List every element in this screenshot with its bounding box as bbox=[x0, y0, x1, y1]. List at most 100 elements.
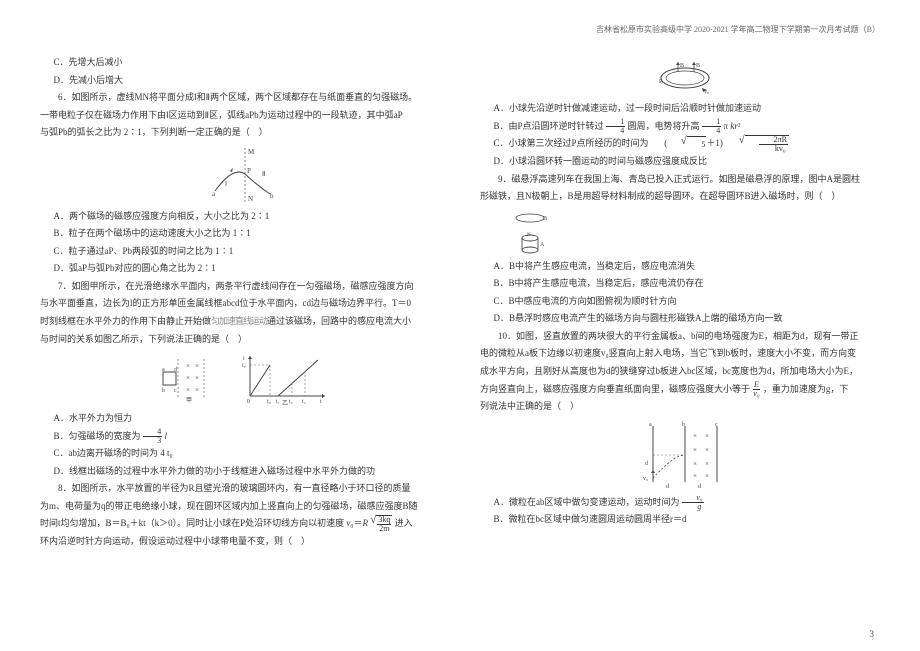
svg-text:甲: 甲 bbox=[186, 397, 192, 404]
q9-c: C．B中感应电流的方向如图俯视为顺时针方向 bbox=[480, 293, 890, 311]
q7-line3: 时刻线框在水平外力的作用下由静止开始做匀加速直线运动通过该磁场，回路中的感应电流… bbox=[40, 313, 450, 331]
q6-b: B．粒子在两个磁场中的运动速度大小之比为 1∶1 bbox=[40, 225, 450, 243]
svg-text:×: × bbox=[195, 386, 199, 394]
q10-a-pre: A．微粒在ab区域中做匀变速运动，运动时间为 bbox=[494, 497, 680, 507]
q8-d: D．小球沿圆环转一圈运动的时间与磁感应强度成反比 bbox=[480, 153, 890, 171]
fraction-v0-g: v₀g bbox=[682, 494, 704, 511]
q8-c: C．小球第三次经过P点所经历的时间为 (√5＋1) √2πRkv₀ bbox=[480, 135, 890, 153]
q7-line1: 7．如图甲所示，在光滑绝缘水平面内，两条平行虚线间存在一匀强磁场，磁感应强度方向 bbox=[40, 278, 450, 296]
q9-figure: B A N bbox=[480, 210, 890, 254]
q10-figure: a b c d d d × × × × × × × × v₀ bbox=[480, 420, 890, 490]
q8-ring-diagram: P B B v₀ bbox=[650, 58, 720, 98]
q6-c: C．粒子通过aP、Pb两段弧的时间之比为 1∶1 bbox=[40, 243, 450, 261]
fraction-4-3: 43 bbox=[143, 428, 163, 445]
svg-text:a: a bbox=[649, 422, 652, 428]
svg-text:×: × bbox=[186, 362, 190, 370]
fraction-E-v0: Ev₀ bbox=[752, 381, 760, 398]
svg-text:c: c bbox=[174, 388, 177, 394]
q7-d: D．线框出磁场的过程中水平外力做的功小于线框进入磁场过程中水平外力做的功 bbox=[40, 463, 450, 481]
svg-text:P: P bbox=[247, 167, 251, 175]
svg-text:Ⅱ: Ⅱ bbox=[262, 170, 265, 178]
svg-text:d: d bbox=[174, 367, 177, 373]
q7-figures: a d b c × × × × × × 甲 i i₀ t₀ t₁ bbox=[40, 352, 450, 406]
svg-text:i₀: i₀ bbox=[242, 363, 246, 369]
q10-l4-post: ，重力加速度为g，下 bbox=[763, 384, 849, 394]
q6-diagram: M N a P b Ⅰ Ⅱ bbox=[200, 146, 290, 204]
wavy-line-icon: 匀加速直线运动 bbox=[211, 316, 267, 326]
q9-line1: 9．磁悬浮高速列车在我国上海、青岛已投入正式运行。如图是磁悬浮的原理，图中A是圆… bbox=[480, 171, 890, 189]
page-number: 3 bbox=[870, 629, 875, 639]
svg-text:B: B bbox=[680, 63, 684, 69]
q6-a: A．两个磁场的磁感应强度方向相反，大小之比为 2∶1 bbox=[40, 208, 450, 226]
q8-c-formula: (√5＋1) √2πRkv₀ bbox=[651, 135, 789, 153]
q5-option-d: D．先减小后增大 bbox=[40, 72, 450, 90]
var-l: l bbox=[165, 431, 168, 441]
q8-v0-formula: v₀＝R √3kq2m bbox=[346, 515, 392, 533]
svg-text:d: d bbox=[698, 484, 701, 490]
svg-text:A: A bbox=[540, 242, 545, 248]
q8-line3-post: 进入 bbox=[395, 518, 413, 528]
q7-line3b: 通过该磁场，回路中的感应电流大小 bbox=[267, 316, 411, 326]
q6-line3: 与弧Pb的弧长之比为 2∶1，下列判断一定正确的是（ ） bbox=[40, 124, 450, 142]
svg-text:t₀: t₀ bbox=[267, 399, 271, 405]
svg-text:t: t bbox=[320, 399, 322, 405]
q7-line2-text: 与水平面垂直，边长为l的正方形单匝金属线框abcd位于水平面内，cd边与磁场边界… bbox=[40, 298, 411, 308]
q10-line1: 10．如图，竖直放置的两块很大的平行金属板a、b间的电场强度为E，相距为d，现有… bbox=[480, 328, 890, 346]
svg-text:Ⅰ: Ⅰ bbox=[225, 180, 227, 188]
q6-line1: 6．如图所示，虚线MN将平面分成Ⅰ和Ⅱ两个区域，两个区域都存在与纸面垂直的匀强磁… bbox=[40, 89, 450, 107]
q8-b-pre: B．由P点沿圆环逆时针转过 bbox=[494, 121, 604, 131]
svg-text:×: × bbox=[186, 386, 190, 394]
svg-text:b: b bbox=[682, 422, 685, 428]
svg-text:b: b bbox=[162, 388, 165, 394]
q10-b: B．微粒在bc区域中做匀速圆周运动圆周半径r＝d bbox=[480, 511, 890, 529]
q8-line3: 时间t均匀增加，B＝B₀＋kt（k＞0）。同时让小球在P处沿环切线方向以初速度 … bbox=[40, 515, 450, 533]
header-text: 吉林省松原市实验高级中学 2020-2021 学年高二物理下学期第一次月考试题（… bbox=[596, 25, 880, 34]
svg-text:×: × bbox=[186, 374, 190, 382]
q8-line1: 8．如图所示，水平放置的半径为R且壁光滑的玻璃圆环内，有一直径略小于环口径的质量 bbox=[40, 480, 450, 498]
svg-text:i: i bbox=[243, 356, 245, 362]
q9-b: B．B中将产生感应电流，当稳定后，感应电流仍存在 bbox=[480, 275, 890, 293]
q7-b: B．匀强磁场的宽度为 43 l bbox=[40, 428, 450, 446]
svg-text:N: N bbox=[527, 233, 531, 238]
svg-text:t₂: t₂ bbox=[289, 399, 293, 405]
q7-a: A．水平外力为恒力 bbox=[40, 410, 450, 428]
svg-text:×: × bbox=[693, 446, 697, 454]
fraction-1-4a: 14 bbox=[606, 118, 626, 135]
q7-figure-b: i i₀ t₀ t₁ t₂ t₃ t 0 乙 bbox=[240, 352, 330, 406]
q8-figure: P B B v₀ bbox=[480, 58, 890, 98]
svg-text:B: B bbox=[543, 216, 547, 222]
q9-a: A．B中将产生感应电流，当稳定后，感应电流消失 bbox=[480, 258, 890, 276]
svg-text:t₃: t₃ bbox=[302, 399, 306, 405]
svg-text:×: × bbox=[705, 432, 709, 440]
q8-c-pre: C．小球第三次经过P点所经历的时间为 bbox=[494, 138, 649, 148]
left-column: C．先增大后减小 D．先减小后增大 6．如图所示，虚线MN将平面分成Ⅰ和Ⅱ两个区… bbox=[40, 54, 450, 551]
svg-text:乙: 乙 bbox=[282, 400, 288, 406]
svg-text:B: B bbox=[696, 63, 700, 69]
svg-text:M: M bbox=[248, 148, 255, 156]
svg-text:d: d bbox=[666, 484, 669, 490]
fraction-1-4b: 14 bbox=[702, 118, 722, 135]
q8-b-end: π kr² bbox=[724, 121, 741, 131]
svg-text:×: × bbox=[705, 446, 709, 454]
q8-line3-pre: 时间t均匀增加，B＝B₀＋kt（k＞0）。同时让小球在P处沿环切线方向以初速度 bbox=[40, 518, 344, 528]
q5-option-c: C．先增大后减小 bbox=[40, 54, 450, 72]
svg-text:×: × bbox=[195, 374, 199, 382]
svg-text:×: × bbox=[705, 460, 709, 468]
q10-a: A．微粒在ab区域中做匀变速运动，运动时间为 v₀g bbox=[480, 494, 890, 512]
q10-line5: 列说法中正确的是（ ） bbox=[480, 398, 890, 416]
svg-text:×: × bbox=[693, 460, 697, 468]
right-column: P B B v₀ A．小球先沿逆时针做减速运动，过一段时间后沿顺时针做加速运动 … bbox=[480, 54, 890, 529]
svg-text:a: a bbox=[162, 367, 165, 373]
q8-a: A．小球先沿逆时针做减速运动，过一段时间后沿顺时针做加速运动 bbox=[480, 100, 890, 118]
q10-line2: 电的微粒从a板下边缘以初速度v₀竖直向上射入电场，当它飞到b板时，速度大小不变，… bbox=[480, 345, 890, 363]
q10-l4-pre: 方向竖直向上，磁感应强度方向垂直纸面向里，磁感应强度大小等于 bbox=[480, 384, 750, 394]
q9-line2: 形磁铁，且N极朝上，B是用超导材料制成的超导圆环。在超导圆环B进入磁场时，则（ … bbox=[480, 188, 890, 206]
svg-text:0: 0 bbox=[247, 399, 250, 405]
svg-text:t₁: t₁ bbox=[276, 399, 280, 405]
q6-d: D．弧aP与弧Pb对应的圆心角之比为 2∶1 bbox=[40, 260, 450, 278]
svg-text:v₀: v₀ bbox=[643, 476, 648, 482]
q6-figure: M N a P b Ⅰ Ⅱ bbox=[40, 146, 450, 204]
q8-line4: 环内沿逆时针方向运动，假设运动过程中小球带电量不变，则（ ） bbox=[40, 533, 450, 551]
q10-line4: 方向竖直向上，磁感应强度方向垂直纸面向里，磁感应强度大小等于 Ev₀ ，重力加速… bbox=[480, 381, 890, 399]
svg-text:c: c bbox=[715, 422, 718, 428]
